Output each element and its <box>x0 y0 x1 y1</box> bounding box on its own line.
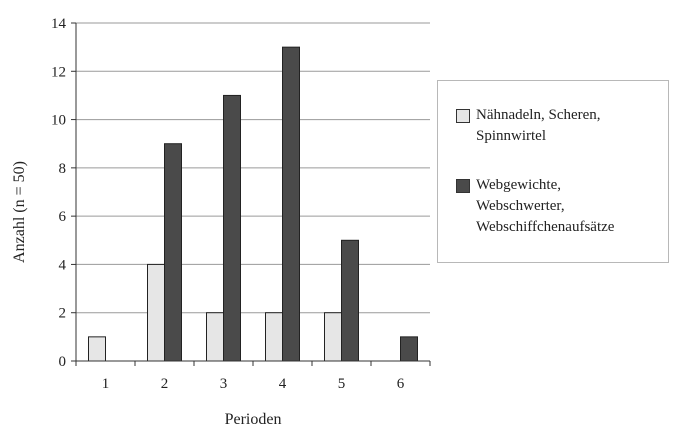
x-tick-label: 3 <box>220 376 228 392</box>
bar-weights <box>282 46 300 362</box>
y-tick-label: 0 <box>59 354 67 370</box>
bar-weights <box>164 143 182 362</box>
bar-weights <box>341 239 359 362</box>
y-axis-label: Anzahl (n = 50) <box>11 161 28 263</box>
y-tick-label: 4 <box>59 257 67 273</box>
legend-label-needles: Nähnadeln, Scheren, Spinnwirtel <box>476 107 601 144</box>
y-tick-labels: 0 2 4 6 8 10 12 14 <box>51 16 67 370</box>
axes-group <box>71 22 431 366</box>
grid-lines <box>76 22 430 314</box>
bar-weights <box>223 94 241 362</box>
bar-needles <box>324 312 342 362</box>
y-tick-label: 14 <box>51 16 67 32</box>
x-axis-label: Perioden <box>225 411 282 428</box>
bar-needles <box>88 336 106 362</box>
bar-needles <box>147 263 165 362</box>
x-tick-label: 1 <box>102 376 110 392</box>
bar-weights <box>400 336 418 362</box>
x-tick-label: 6 <box>397 376 405 392</box>
legend-item-weights: Webgewichte, Webschwerter, Webschiffchen… <box>456 175 614 238</box>
y-tick-label: 10 <box>51 113 66 129</box>
bar-needles <box>265 312 283 362</box>
legend-swatch-light <box>456 109 470 123</box>
legend-swatch-dark <box>456 179 470 193</box>
y-tick-label: 2 <box>59 306 67 322</box>
bar-needles <box>206 312 224 362</box>
bars-group <box>88 46 418 362</box>
y-tick-label: 6 <box>59 209 67 225</box>
x-tick-labels: 1 2 3 4 5 6 <box>102 376 405 392</box>
legend-label-weights: Webgewichte, Webschwerter, Webschiffchen… <box>476 177 615 235</box>
x-tick-label: 5 <box>338 376 346 392</box>
y-tick-label: 8 <box>59 161 67 177</box>
y-tick-label: 12 <box>51 64 66 80</box>
x-tick-label: 2 <box>161 376 169 392</box>
legend: Nähnadeln, Scheren, Spinnwirtel Webgewic… <box>437 80 669 263</box>
legend-item-needles: Nähnadeln, Scheren, Spinnwirtel <box>456 105 601 147</box>
x-tick-label: 4 <box>279 376 287 392</box>
